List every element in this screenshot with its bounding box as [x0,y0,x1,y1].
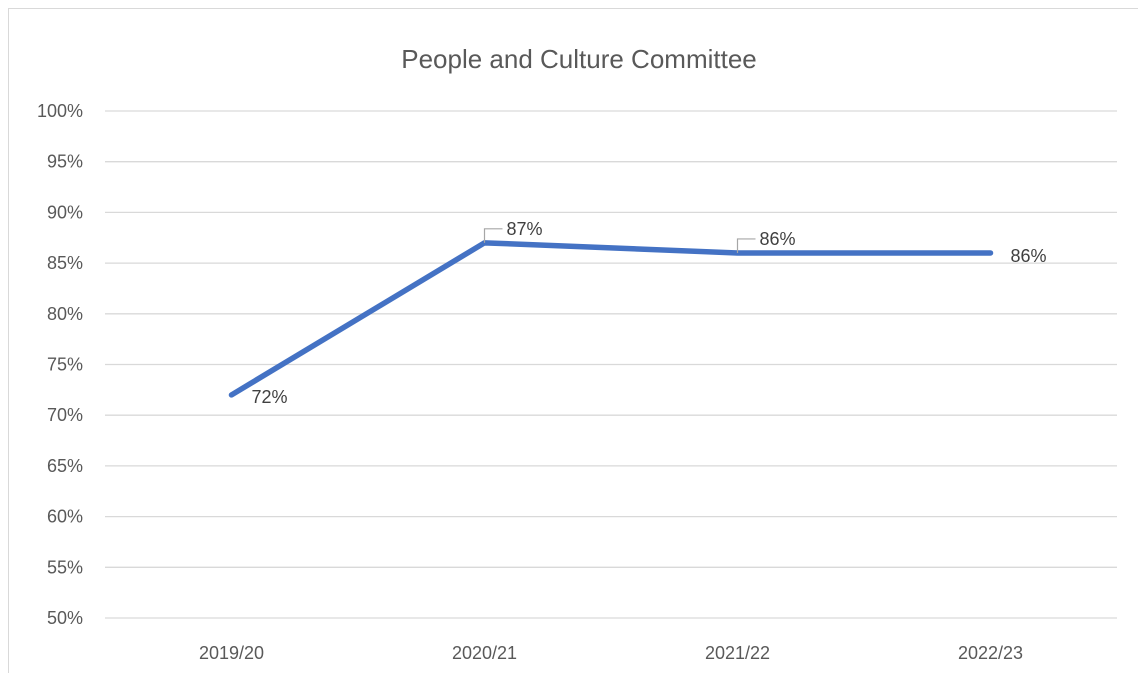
y-tick-label: 85% [47,253,83,273]
y-tick-label: 95% [47,152,83,172]
data-labels: 72% 87% 86% 86% [252,219,1047,407]
data-label: 86% [1011,246,1047,266]
y-tick-label: 70% [47,405,83,425]
data-label-leader [483,228,503,243]
y-tick-label: 55% [47,557,83,577]
x-tick-label: 2021/22 [705,643,770,663]
data-point [988,250,993,256]
line-chart: People and Culture Committee 50% 55% 60% 65… [37,44,1117,663]
y-tick-label: 90% [47,202,83,222]
data-point [229,392,234,398]
y-tick-label: 50% [47,608,83,628]
x-tick-label: 2020/21 [452,643,517,663]
y-tick-label: 75% [47,355,83,375]
y-tick-label: 60% [47,507,83,527]
data-label: 72% [252,387,288,407]
data-label: 87% [507,219,543,239]
x-tick-label: 2019/20 [199,643,264,663]
series-line [228,240,994,398]
y-tick-label: 100% [37,101,83,121]
chart-title: People and Culture Committee [401,44,757,74]
x-axis-tick-labels: 2019/20 2020/21 2021/22 2022/23 [199,643,1023,663]
y-tick-label: 80% [47,304,83,324]
data-label: 86% [760,229,796,249]
series-layer [228,240,994,398]
chart-frame: People and Culture Committee 50% 55% 60% 65… [8,8,1138,673]
y-tick-label: 65% [47,456,83,476]
gridlines [105,110,1117,619]
x-tick-label: 2022/23 [958,643,1023,663]
data-label-leader [736,238,756,253]
y-axis-tick-labels: 50% 55% 60% 65% 70% 75% 80% 85% 90% 95% 100% [37,101,83,628]
